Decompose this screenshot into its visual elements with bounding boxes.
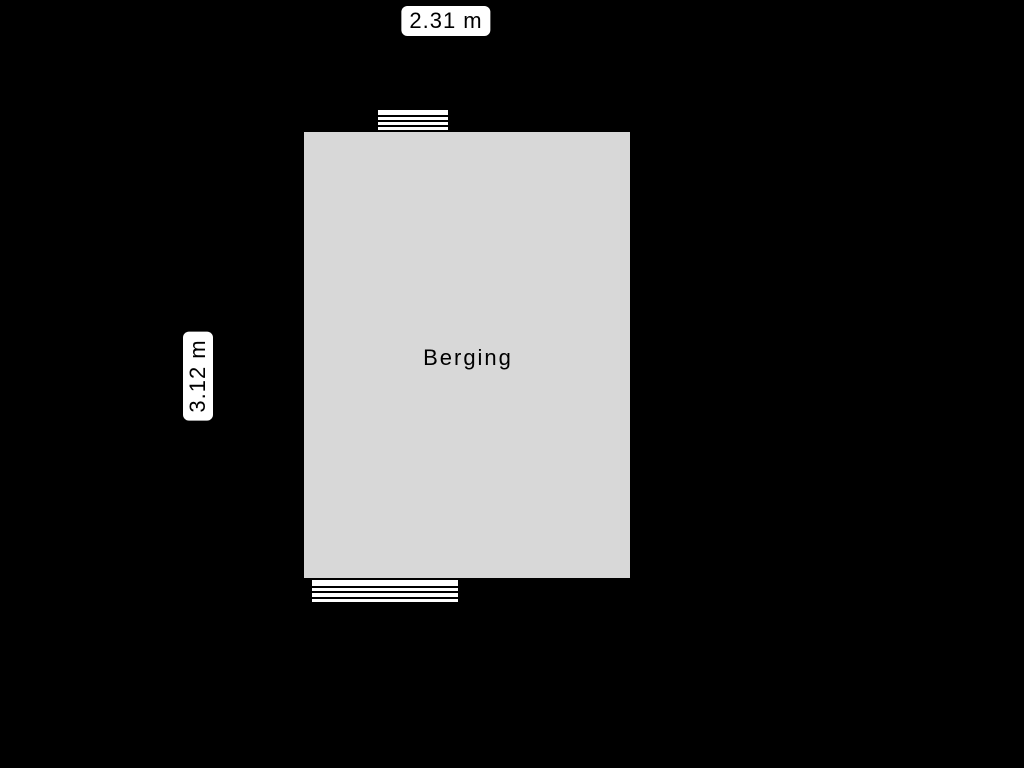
room-berging: Berging — [302, 130, 632, 580]
dimension-width-label: 2.31 m — [401, 6, 490, 36]
door-bottom — [310, 578, 460, 604]
window-top — [376, 108, 450, 132]
floorplan-canvas: Berging 2.31 m 3.12 m — [0, 0, 1024, 768]
room-label: Berging — [423, 345, 513, 371]
dimension-height-label: 3.12 m — [183, 331, 213, 420]
